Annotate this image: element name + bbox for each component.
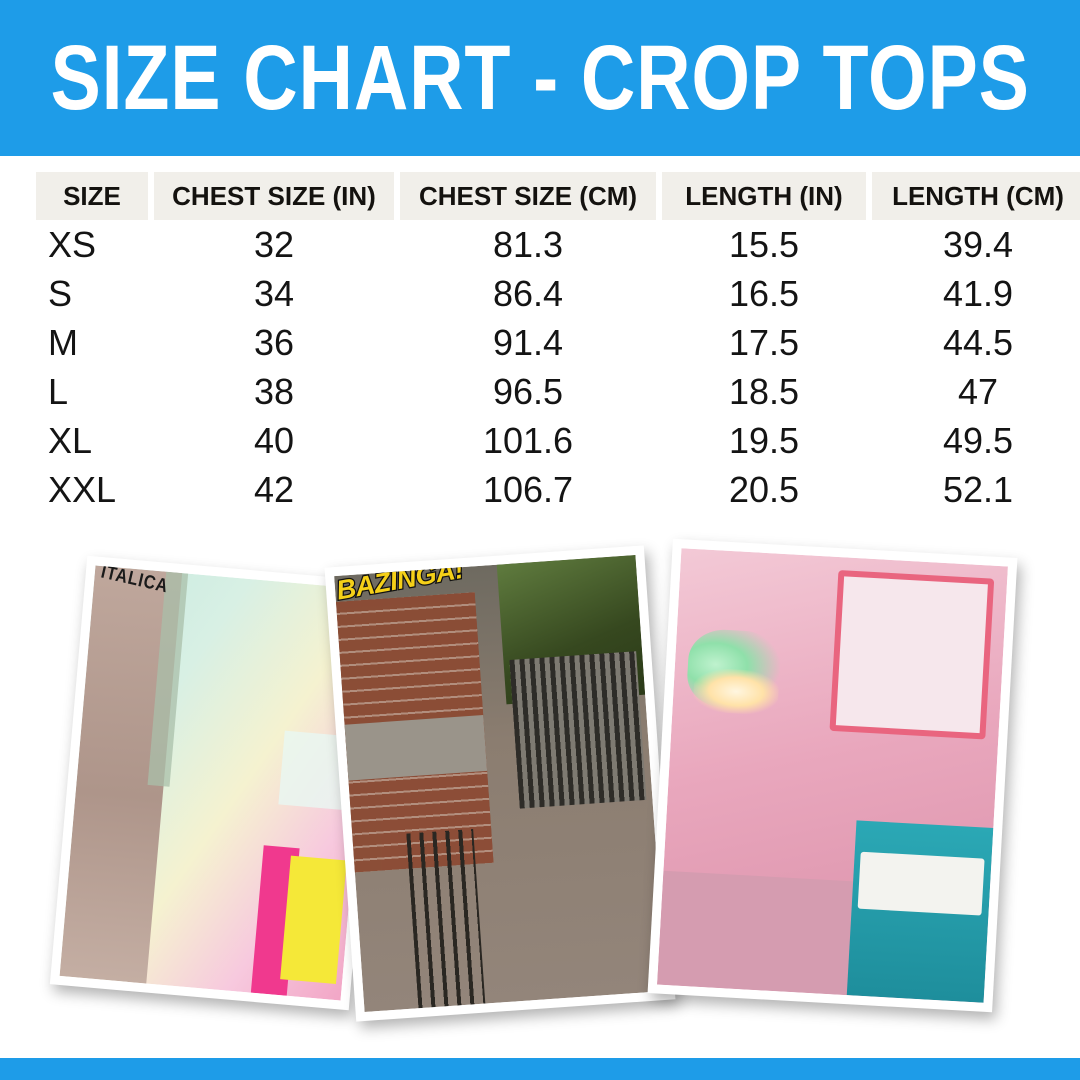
backdrop-floor xyxy=(657,871,853,996)
photo-donut-background xyxy=(657,548,1008,1003)
photo-bazinga-image: BAZINGA! xyxy=(334,554,666,1013)
cell-chest-cm: 81.3 xyxy=(492,223,564,265)
column-header-length-in: LENGTH (IN) xyxy=(662,172,866,220)
table-body: XS 32 81.3 15.5 39.4 S 34 86.4 16.5 41.9… xyxy=(36,220,1080,514)
cell-chest-in: 34 xyxy=(253,272,295,314)
table-row: S 34 86.4 16.5 41.9 xyxy=(36,269,1080,318)
cell-chest-cm: 91.4 xyxy=(492,321,564,363)
column-header-chest-cm: CHEST SIZE (CM) xyxy=(400,172,656,220)
photo-bazinga: BAZINGA! xyxy=(324,545,676,1022)
cell-chest-in: 32 xyxy=(253,223,295,265)
cell-length-cm: 52.1 xyxy=(942,468,1014,510)
column-header-length-cm: LENGTH (CM) xyxy=(872,172,1080,220)
table-header-row: SIZE CHEST SIZE (IN) CHEST SIZE (CM) LEN… xyxy=(36,172,1080,220)
photo-collage: ITALICA xyxy=(0,538,1080,1045)
backdrop-diner-table xyxy=(857,851,986,916)
cell-length-cm: 47 xyxy=(957,370,999,412)
photo-bazinga-background xyxy=(334,554,666,1013)
table-header: SIZE CHEST SIZE (IN) CHEST SIZE (CM) LEN… xyxy=(36,172,1080,220)
cell-length-in: 15.5 xyxy=(728,223,800,265)
cell-size: XXL xyxy=(48,468,117,510)
cell-chest-cm: 106.7 xyxy=(482,468,574,510)
cell-length-cm: 41.9 xyxy=(942,272,1014,314)
cell-length-cm: 44.5 xyxy=(942,321,1014,363)
cell-length-in: 20.5 xyxy=(728,468,800,510)
cell-chest-cm: 101.6 xyxy=(482,419,574,461)
cell-chest-in: 40 xyxy=(253,419,295,461)
cell-length-in: 16.5 xyxy=(728,272,800,314)
cell-size: XS xyxy=(48,223,97,265)
cell-chest-in: 36 xyxy=(253,321,295,363)
cell-length-cm: 49.5 xyxy=(942,419,1014,461)
backdrop-railing xyxy=(406,829,486,1009)
backdrop-mirror xyxy=(829,570,995,740)
cell-chest-in: 42 xyxy=(253,468,295,510)
cell-size: S xyxy=(48,272,73,314)
table-row: XS 32 81.3 15.5 39.4 xyxy=(36,220,1080,269)
photo-donut xyxy=(647,538,1018,1013)
photo-donut-image xyxy=(657,548,1008,1003)
backdrop-neon-sign-text xyxy=(692,667,780,716)
cell-chest-in: 38 xyxy=(253,370,295,412)
column-header-size: SIZE xyxy=(36,172,148,220)
backdrop-panel-yellow xyxy=(280,855,348,984)
cell-size: M xyxy=(48,321,78,363)
header-banner: SIZE CHART - CROP TOPS xyxy=(0,0,1080,156)
cell-size: L xyxy=(48,370,69,412)
cell-chest-cm: 86.4 xyxy=(492,272,564,314)
table-row: L 38 96.5 18.5 47 xyxy=(36,367,1080,416)
cell-length-cm: 39.4 xyxy=(942,223,1014,265)
table-row: M 36 91.4 17.5 44.5 xyxy=(36,318,1080,367)
column-header-chest-in: CHEST SIZE (IN) xyxy=(154,172,394,220)
table-row: XL 40 101.6 19.5 49.5 xyxy=(36,416,1080,465)
table-row: XXL 42 106.7 20.5 52.1 xyxy=(36,465,1080,514)
cell-length-in: 17.5 xyxy=(728,321,800,363)
footer-banner xyxy=(0,1058,1080,1080)
backdrop-window xyxy=(509,651,647,809)
cell-chest-cm: 96.5 xyxy=(492,370,564,412)
size-chart-table: SIZE CHEST SIZE (IN) CHEST SIZE (CM) LEN… xyxy=(30,172,1080,514)
cell-size: XL xyxy=(48,419,93,461)
cell-length-in: 18.5 xyxy=(728,370,800,412)
size-chart-table-wrapper: SIZE CHEST SIZE (IN) CHEST SIZE (CM) LEN… xyxy=(0,172,1080,514)
page-title: SIZE CHART - CROP TOPS xyxy=(50,27,1030,129)
cell-length-in: 19.5 xyxy=(728,419,800,461)
backdrop-stone-ledge xyxy=(344,714,488,781)
